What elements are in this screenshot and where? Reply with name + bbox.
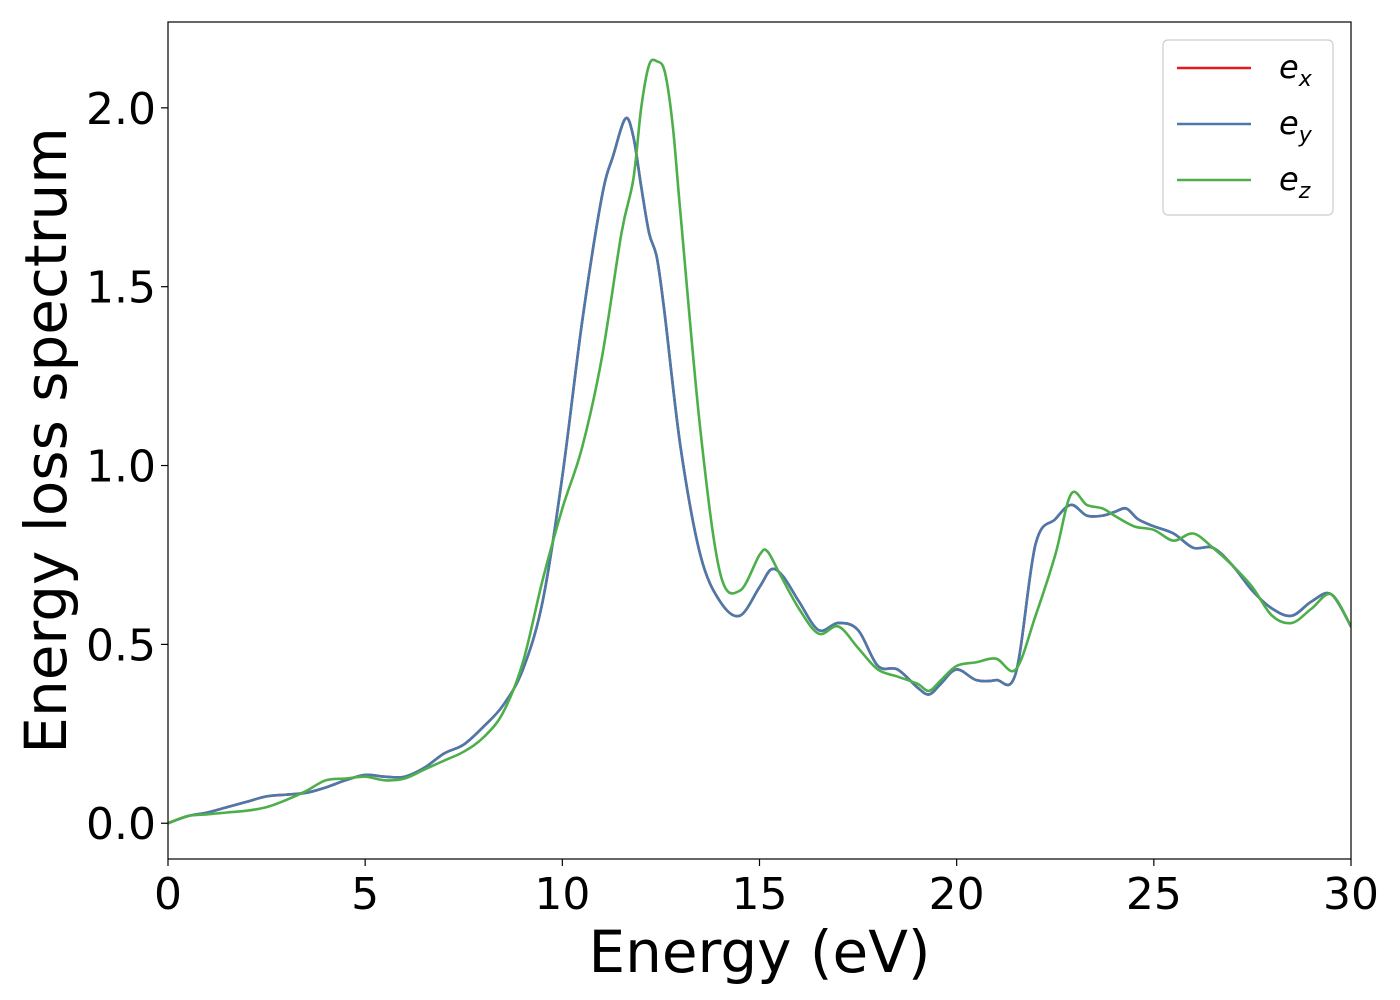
x-tick-label: 0 bbox=[154, 869, 182, 920]
y-tick-label: 0.0 bbox=[86, 799, 156, 850]
x-axis-label: Energy (eV) bbox=[588, 918, 930, 986]
x-tick-label: 25 bbox=[1126, 869, 1182, 920]
y-tick-label: 2.0 bbox=[86, 84, 156, 135]
y-tick-label: 1.0 bbox=[86, 442, 156, 493]
series-layer bbox=[168, 58, 1351, 825]
x-tick-label: 10 bbox=[534, 869, 590, 920]
x-tick-label: 20 bbox=[929, 869, 985, 920]
series-line-e-z bbox=[168, 58, 1351, 825]
legend: ex ey ez bbox=[1162, 39, 1334, 216]
legend-label: ey bbox=[1279, 104, 1313, 148]
y-tick-label: 1.5 bbox=[86, 263, 156, 314]
y-tick-label: 0.5 bbox=[86, 620, 156, 671]
x-tick-label: 30 bbox=[1323, 869, 1379, 920]
x-axis-ticks: 0 5 10 15 20 25 30 bbox=[154, 859, 1379, 920]
x-tick-label: 15 bbox=[732, 869, 788, 920]
legend-label: ez bbox=[1279, 160, 1311, 204]
series-line-e-y bbox=[168, 116, 1351, 825]
legend-label: ex bbox=[1279, 48, 1313, 92]
y-axis-label: Energy loss spectrum bbox=[12, 127, 80, 753]
legend-box bbox=[1162, 39, 1334, 216]
y-axis-ticks: 0.0 0.5 1.0 1.5 2.0 bbox=[86, 84, 168, 850]
x-tick-label: 5 bbox=[351, 869, 379, 920]
